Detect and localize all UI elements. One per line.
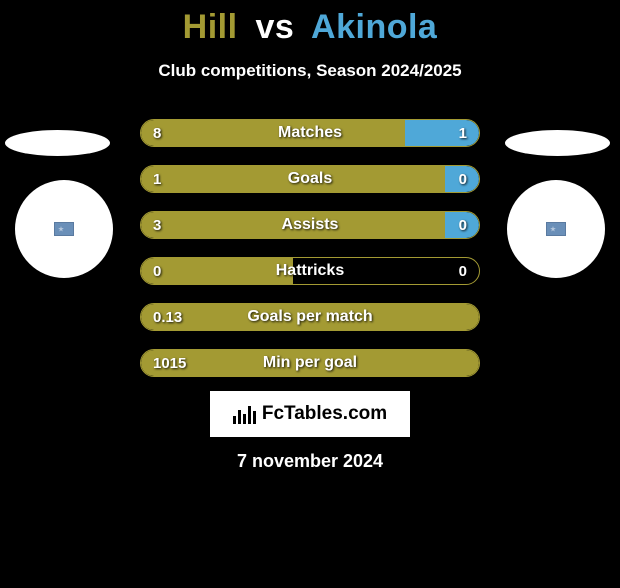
stat-row: 8Matches1 [140, 119, 480, 147]
stat-label: Min per goal [141, 354, 479, 372]
stat-value-right: 1 [459, 125, 467, 142]
brand-box: FcTables.com [210, 391, 410, 437]
stat-label: Matches [141, 124, 479, 142]
stat-row: 3Assists0 [140, 211, 480, 239]
title-player1: Hill [183, 8, 238, 46]
stat-row: 0Hattricks0 [140, 257, 480, 285]
brand-bars-icon [233, 404, 256, 424]
stat-label: Hattricks [141, 262, 479, 280]
stat-label: Assists [141, 216, 479, 234]
stat-label: Goals per match [141, 308, 479, 326]
stat-row: 1015Min per goal [140, 349, 480, 377]
title-vs: vs [256, 8, 295, 46]
stat-value-right: 0 [459, 217, 467, 234]
stat-row: 0.13Goals per match [140, 303, 480, 331]
brand-text: FcTables.com [262, 403, 387, 425]
stat-label: Goals [141, 170, 479, 188]
stat-value-right: 0 [459, 171, 467, 188]
stat-row: 1Goals0 [140, 165, 480, 193]
subtitle: Club competitions, Season 2024/2025 [0, 61, 620, 81]
comparison-title: Hill vs Akinola [0, 8, 620, 47]
stats-container: 8Matches11Goals03Assists00Hattricks00.13… [0, 119, 620, 377]
title-player2: Akinola [311, 8, 437, 46]
date-text: 7 november 2024 [0, 451, 620, 472]
stat-value-right: 0 [459, 263, 467, 280]
